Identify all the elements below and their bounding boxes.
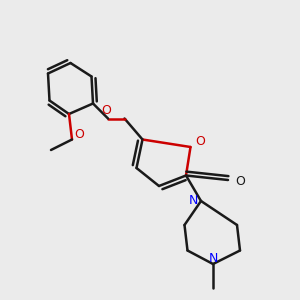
Text: O: O — [195, 135, 205, 148]
Text: N: N — [208, 252, 218, 265]
Text: N: N — [189, 194, 198, 208]
Text: O: O — [102, 104, 111, 118]
Text: O: O — [75, 128, 84, 141]
Text: O: O — [235, 175, 245, 188]
